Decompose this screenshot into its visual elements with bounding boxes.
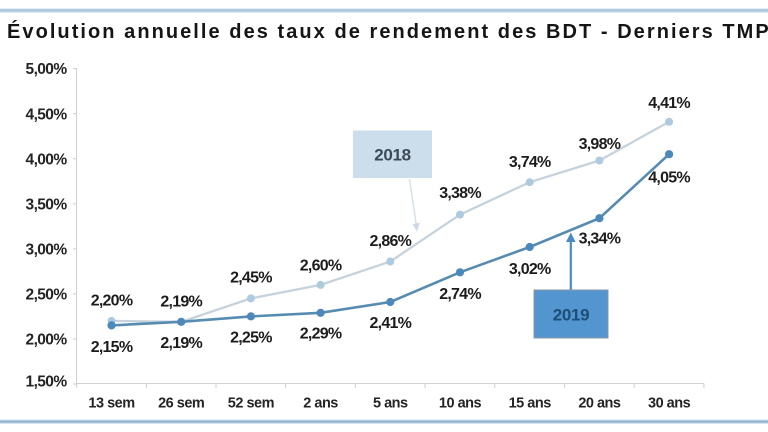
- svg-text:Évolution annuelle des taux de: Évolution annuelle des taux de rendement…: [7, 20, 768, 43]
- svg-text:4,00%: 4,00%: [26, 151, 68, 168]
- svg-text:2,60%: 2,60%: [300, 258, 342, 275]
- svg-text:2019: 2019: [553, 306, 590, 325]
- svg-text:10 ans: 10 ans: [439, 396, 482, 412]
- svg-text:2,19%: 2,19%: [160, 293, 202, 310]
- svg-text:2,86%: 2,86%: [369, 233, 411, 250]
- svg-text:2,25%: 2,25%: [230, 329, 272, 346]
- svg-text:3,38%: 3,38%: [439, 185, 481, 202]
- svg-text:2,19%: 2,19%: [160, 335, 202, 352]
- svg-text:2018: 2018: [374, 146, 411, 165]
- svg-text:4,41%: 4,41%: [648, 95, 690, 112]
- svg-text:4,05%: 4,05%: [648, 169, 690, 186]
- svg-text:4,50%: 4,50%: [26, 106, 68, 123]
- svg-text:3,50%: 3,50%: [26, 196, 68, 213]
- svg-text:3,00%: 3,00%: [26, 241, 68, 258]
- svg-text:3,34%: 3,34%: [579, 231, 621, 248]
- svg-text:5,00%: 5,00%: [26, 61, 68, 78]
- svg-text:1,50%: 1,50%: [26, 374, 68, 391]
- svg-text:2,45%: 2,45%: [230, 270, 272, 287]
- svg-text:2,15%: 2,15%: [91, 339, 133, 356]
- svg-text:2,29%: 2,29%: [300, 326, 342, 343]
- svg-text:15 ans: 15 ans: [509, 396, 552, 412]
- svg-text:13 sem: 13 sem: [88, 396, 134, 412]
- svg-text:30 ans: 30 ans: [648, 396, 691, 412]
- svg-text:2,41%: 2,41%: [369, 315, 411, 332]
- svg-text:2,50%: 2,50%: [26, 287, 68, 304]
- svg-text:2,74%: 2,74%: [439, 286, 481, 303]
- svg-text:2,00%: 2,00%: [26, 332, 68, 349]
- svg-text:52 sem: 52 sem: [228, 396, 274, 412]
- svg-text:3,74%: 3,74%: [509, 154, 551, 171]
- svg-text:26 sem: 26 sem: [158, 396, 204, 412]
- svg-text:2,20%: 2,20%: [91, 293, 133, 310]
- svg-text:20 ans: 20 ans: [578, 396, 621, 412]
- svg-text:3,02%: 3,02%: [509, 261, 551, 278]
- svg-text:5 ans: 5 ans: [373, 396, 408, 412]
- svg-text:3,98%: 3,98%: [579, 136, 621, 153]
- svg-text:2 ans: 2 ans: [303, 396, 338, 412]
